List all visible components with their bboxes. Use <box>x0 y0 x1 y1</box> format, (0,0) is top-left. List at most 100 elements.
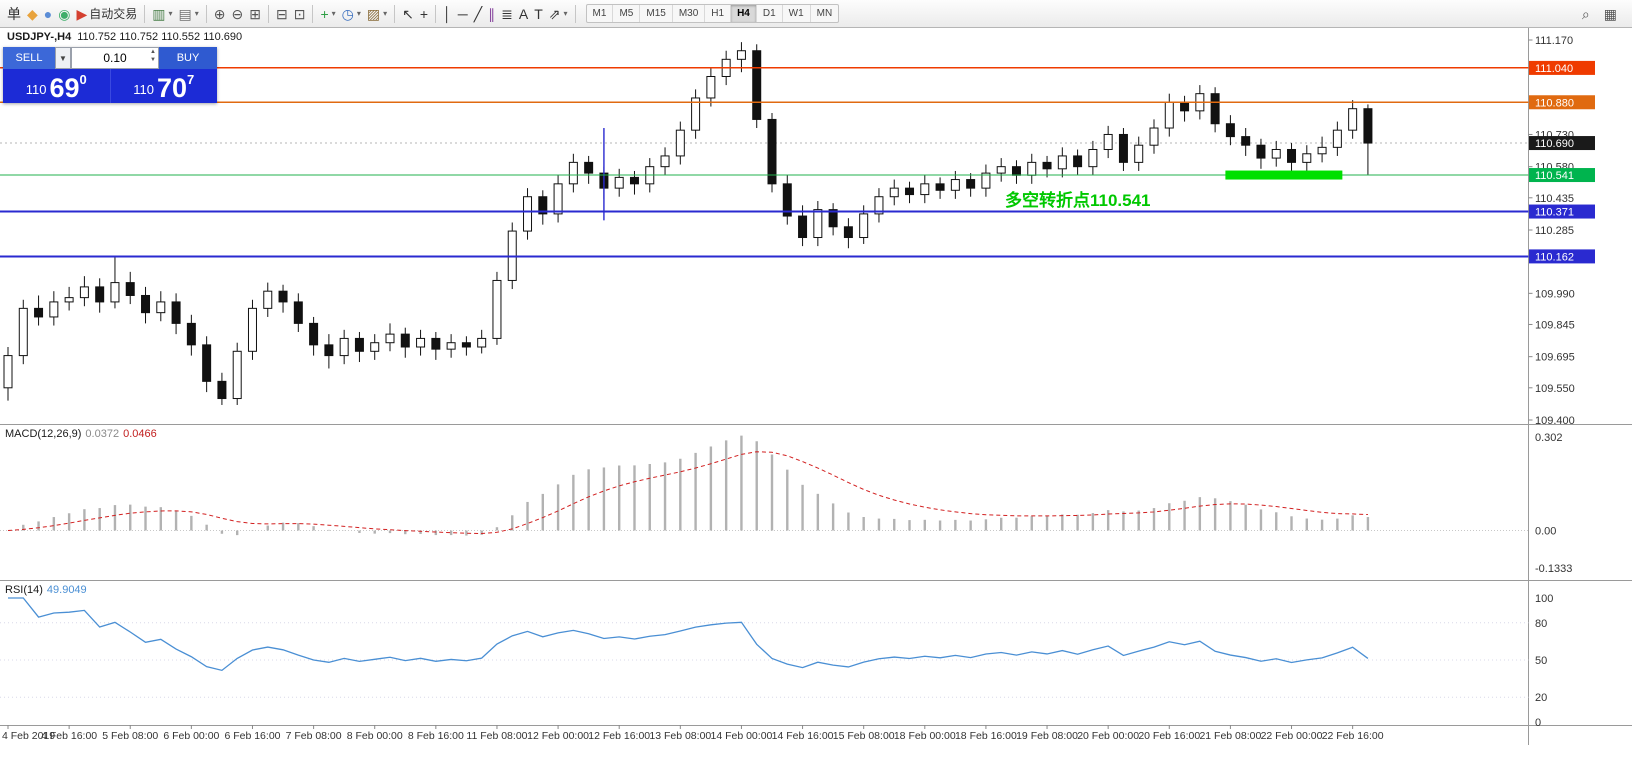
sell-price[interactable]: 110 69 0 <box>3 69 110 103</box>
market-watch-icon[interactable]: ◆ <box>24 3 41 25</box>
time-label: 11 Feb 08:00 <box>466 730 527 742</box>
pivot-point-annotation: 多空转折点110.541 <box>1005 191 1151 210</box>
rsi-axis-label: 100 <box>1535 593 1553 605</box>
add-indicator-icon[interactable]: + ▾ <box>317 3 338 25</box>
price-tick-label: 109.845 <box>1535 319 1575 331</box>
support-highlight-segment[interactable] <box>1225 170 1343 180</box>
lot-increase-button[interactable]: ▲ <box>150 49 156 55</box>
time-label: 12 Feb 00:00 <box>527 730 589 742</box>
price-tick-label: 109.550 <box>1535 383 1575 395</box>
buy-price-big: 70 <box>156 73 188 104</box>
period-icon-dropdown[interactable]: ▾ <box>356 9 361 18</box>
accounts-icon[interactable]: ● <box>41 3 55 25</box>
lot-size-input[interactable]: 0.10 ▲ ▼ <box>71 47 159 69</box>
search-icon[interactable]: ⌕ <box>1579 3 1593 25</box>
cursor-icon[interactable]: ↖ <box>399 3 417 25</box>
new-chart-icon[interactable]: ▥ ▾ <box>149 3 175 25</box>
candle-body <box>354 337 364 352</box>
timeframe-m15[interactable]: M15 <box>640 5 673 22</box>
profiles-icon-dropdown[interactable]: ▾ <box>194 9 199 18</box>
timeframe-m5[interactable]: M5 <box>613 5 641 22</box>
new-chart-icon-dropdown[interactable]: ▾ <box>168 9 173 18</box>
lot-decrease-button[interactable]: ▼ <box>150 56 156 63</box>
new-order-button[interactable]: 单 <box>4 3 24 25</box>
time-label: 18 Feb 16:00 <box>955 730 1017 742</box>
one-click-trading-panel: SELL ▼ 0.10 ▲ ▼ BUY 110 69 0 110 70 7 <box>3 47 217 103</box>
crosshair-icon[interactable]: + <box>417 3 431 25</box>
text-icon[interactable]: A <box>516 3 531 25</box>
candle-body <box>614 176 624 189</box>
candle-body <box>309 322 319 346</box>
candle-body <box>1332 129 1342 148</box>
price-label-box-110.541 <box>1529 168 1595 183</box>
candle-body <box>1287 148 1297 163</box>
timeframe-m1[interactable]: M1 <box>587 5 614 22</box>
rsi-indicator-label: RSI(14) 49.9049 <box>5 584 87 596</box>
community-icon[interactable]: ◉ <box>55 3 73 25</box>
timeframe-m30[interactable]: M30 <box>673 5 706 22</box>
sell-button[interactable]: SELL <box>3 47 55 69</box>
vertical-line-icon[interactable]: │ <box>440 3 455 25</box>
candle-body <box>782 183 792 217</box>
equidistant-channel-icon[interactable]: ∥ <box>485 3 498 25</box>
candle-body <box>767 118 777 185</box>
price-tick-label: 111.170 <box>1535 35 1573 47</box>
depth-of-market-icon[interactable]: ⊟ <box>273 3 291 25</box>
tile-windows-icon[interactable]: ⊞ <box>246 3 264 25</box>
toolbar-separator <box>574 4 576 23</box>
candle-body <box>996 166 1006 174</box>
new-chart-icon: ▥ <box>152 5 166 22</box>
candle-body <box>202 344 212 382</box>
zoom-in-icon[interactable]: ⊕ <box>211 3 229 25</box>
candle-body <box>1042 161 1052 170</box>
price-label-box-110.690 <box>1529 136 1595 151</box>
candle-body <box>141 294 151 314</box>
time-label: 8 Feb 16:00 <box>408 730 464 742</box>
timeframe-h4[interactable]: H4 <box>731 5 757 22</box>
price-tick-label: 110.285 <box>1535 225 1574 237</box>
add-indicator-icon-dropdown[interactable]: ▾ <box>331 9 336 18</box>
shapes-icon: ⇗ <box>548 5 561 22</box>
rsi-axis-label: 50 <box>1535 655 1547 667</box>
candle-body <box>125 282 135 296</box>
timeframe-h1[interactable]: H1 <box>705 5 732 22</box>
trendline-icon[interactable]: ╱ <box>471 3 485 25</box>
template-icon-dropdown[interactable]: ▾ <box>383 9 388 18</box>
buy-price-prefix: 110 <box>133 82 154 97</box>
zoom-out-icon: ⊖ <box>231 5 244 22</box>
candle-body <box>1057 155 1067 170</box>
label-icon[interactable]: T <box>531 3 546 25</box>
buy-button[interactable]: BUY <box>159 47 217 69</box>
candle-body <box>1027 161 1037 176</box>
zoom-out-icon[interactable]: ⊖ <box>229 3 247 25</box>
layout-icon[interactable]: ▦ <box>1601 3 1620 25</box>
template-icon[interactable]: ▨ ▾ <box>364 3 390 25</box>
candle-body <box>1256 144 1266 159</box>
fibonacci-icon[interactable]: ≣ <box>498 3 516 25</box>
profiles-icon[interactable]: ▤ ▾ <box>176 3 202 25</box>
period-icon[interactable]: ◷ ▾ <box>339 3 364 25</box>
timeframe-w1[interactable]: W1 <box>783 5 811 22</box>
candle-body <box>278 290 288 303</box>
fibonacci-icon: ≣ <box>501 5 513 22</box>
sell-price-prefix: 110 <box>25 82 47 97</box>
buy-price[interactable]: 110 70 7 <box>109 69 218 104</box>
autotrade-button[interactable]: ▶ 自动交易 <box>73 3 140 25</box>
timeframe-d1[interactable]: D1 <box>757 5 783 22</box>
candle-body <box>247 307 257 352</box>
timeframe-mn[interactable]: MN <box>816 8 833 19</box>
candle-body <box>446 342 456 350</box>
horizontal-line-icon[interactable]: ─ <box>455 3 471 25</box>
shapes-icon[interactable]: ⇗ ▾ <box>546 3 571 25</box>
trendline-icon: ╱ <box>473 5 483 22</box>
candle-body <box>492 279 502 339</box>
candle-body <box>232 350 242 400</box>
strategy-tester-icon[interactable]: ⊡ <box>291 3 309 25</box>
time-label: 14 Feb 16:00 <box>772 730 834 742</box>
candle-body <box>523 196 533 232</box>
trade-options-dropdown[interactable]: ▼ <box>55 47 71 69</box>
shapes-icon-dropdown[interactable]: ▾ <box>563 9 568 18</box>
price-label-box-110.880 <box>1529 95 1595 110</box>
candle-body <box>34 307 44 318</box>
